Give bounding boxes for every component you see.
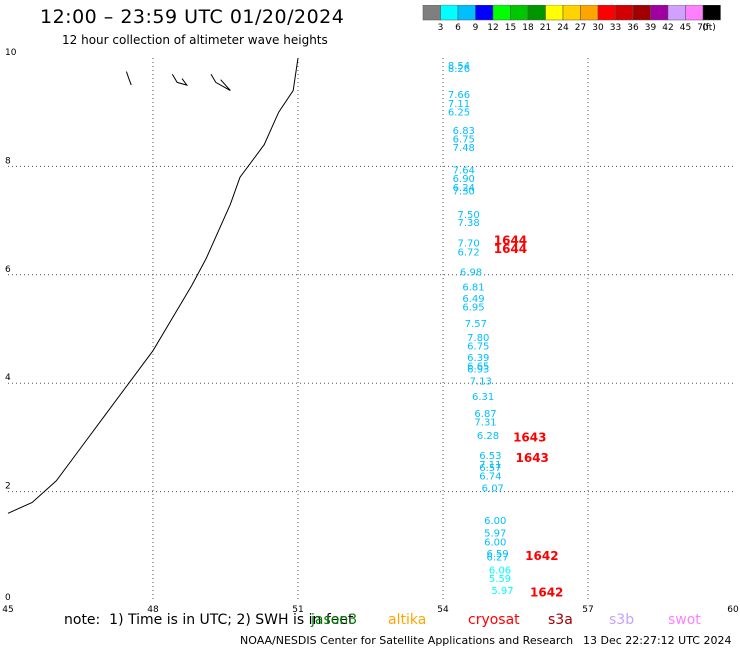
colorbar-tick-label: 6 [455,23,461,33]
wave-height-label: 6.25 [448,107,470,118]
colorbar-tick-label: 15 [505,23,516,33]
x-tick-label: 51 [292,605,303,615]
colorbar-tick-label: 33 [610,23,621,33]
y-tick-label: 4 [5,373,11,383]
map-subtitle: 12 hour collection of altimeter wave hei… [62,33,328,47]
wave-height-label: 7.11 [448,99,470,110]
colorbar-tick-label: 9 [473,23,479,33]
colorbar: 3 6 9 12 15 18 21 24 27 30 33 36 39 42 45 70(ft) [422,5,721,33]
wave-height-label: 6.93 [467,364,489,375]
y-tick-label: 0 [5,593,11,603]
colorbar-tick-label: 24 [557,23,569,33]
colorbar-tick-label: 3 [438,23,444,33]
colorbar-tick-label: 36 [627,23,639,33]
legend-item-jason3: jason3 [311,612,358,628]
legend-item-s3b: s3b [609,612,635,628]
y-tick-label: 8 [5,156,11,166]
colorbar-tick-label: 27 [575,23,586,33]
x-tick-label: 45 [2,605,13,615]
wave-height-label: 6.53 [479,451,501,462]
pass-time-label: 1642 [530,586,563,600]
wave-height-label: 6.87 [474,409,496,420]
colorbar-tick-label: 70 [697,23,709,33]
wave-height-label: 6.00 [484,516,506,527]
pass-time-label: 1643 [516,451,549,465]
wave-height-label: 5.59 [489,574,511,585]
x-tick-label: 60 [727,605,739,615]
wave-height-label: 6.49 [462,294,484,305]
wave-height-label: 7.38 [458,218,480,229]
wave-height-label: 5.97 [491,586,513,597]
colorbar-tick-label: 12 [487,23,498,33]
x-tick-label: 54 [437,605,449,615]
wave-height-map: 45 48 51 54 57 6002468108.548.267.667.116.256… [2,48,739,615]
wave-height-label: 6.83 [453,126,475,137]
wave-height-label: 6.28 [477,431,499,442]
credit-text: NOAA/NESDIS Center for Satellite Applica… [240,634,574,647]
wave-height-label: 8.54 [448,61,470,72]
wave-height-label: 6.75 [453,135,475,146]
colorbar-tick-label: 30 [592,23,604,33]
wave-height-label: 6.27 [487,552,509,563]
wave-height-label: 6.74 [479,472,501,483]
pass-time-label: 1644 [494,233,527,247]
wave-height-label: 6.65 [467,362,489,373]
wave-height-label: 7.50 [458,210,480,221]
wave-height-label: 6.39 [467,353,489,364]
legend-item-swot: swot [668,612,701,628]
wave-height-label: 6.90 [453,174,475,185]
wave-height-label: 7.31 [474,417,496,428]
wave-height-label: 7.57 [465,319,487,330]
colorbar-tick-label: 42 [662,23,673,33]
colorbar-unit: (ft) [702,23,716,33]
y-tick-label: 6 [5,265,11,275]
island-outline [210,74,231,91]
wave-height-label: 6.00 [484,537,506,548]
colorbar-tick-label: 18 [522,23,534,33]
wave-height-label: 7.64 [453,165,475,176]
wave-height-label: 7.11 [479,460,501,471]
colorbar-tick-label: 39 [645,23,657,33]
x-tick-label: 57 [582,605,593,615]
wave-height-label: 7.48 [453,143,475,154]
wave-height-label: 7.13 [470,376,492,387]
wave-height-label: 6.72 [458,247,480,258]
note-text: note: 1) Time is in UTC; 2) SWH is in fe… [64,612,354,628]
wave-height-label: 6.06 [489,565,511,576]
legend-item-cryosat: cryosat [468,612,520,628]
wave-height-label: 6.31 [472,392,494,403]
map-title: 12:00 – 23:59 UTC 01/20/2024 [40,6,345,28]
colorbar-swatch [702,5,721,21]
wave-height-label: 5.97 [484,529,506,540]
coastline [7,57,299,514]
pass-time-label: 1643 [513,431,546,445]
island-outline [171,74,189,86]
wave-height-label: 6.75 [467,342,489,353]
colorbar-tick-label: 21 [540,23,551,33]
y-tick-label: 10 [5,48,17,58]
wave-height-label: 7.30 [453,187,475,198]
wave-height-label: 8.26 [448,64,470,75]
wave-height-label: 6.57 [479,463,501,474]
wave-height-label: 6.59 [487,549,509,560]
x-tick-label: 48 [147,605,159,615]
timestamp-text: 13 Dec 22:27:12 UTC 2024 [583,634,732,647]
legend-item-s3a: s3a [548,612,573,628]
wave-height-label: 6.07 [482,484,504,495]
wave-height-label: 7.80 [467,333,489,344]
legend-item-altika: altika [388,612,427,628]
wave-height-label: 6.81 [462,283,484,294]
wave-height-label: 6.24 [453,183,475,194]
y-tick-label: 2 [5,482,11,492]
wave-height-label: 7.66 [448,90,470,101]
wave-height-label: 6.98 [460,267,482,278]
wave-height-label: 6.95 [462,303,484,314]
wave-height-label: 7.70 [458,239,480,250]
colorbar-tick-label: 45 [680,23,691,33]
pass-time-label: 1644 [494,242,527,256]
island-outline [125,71,132,86]
pass-time-label: 1642 [525,549,558,563]
